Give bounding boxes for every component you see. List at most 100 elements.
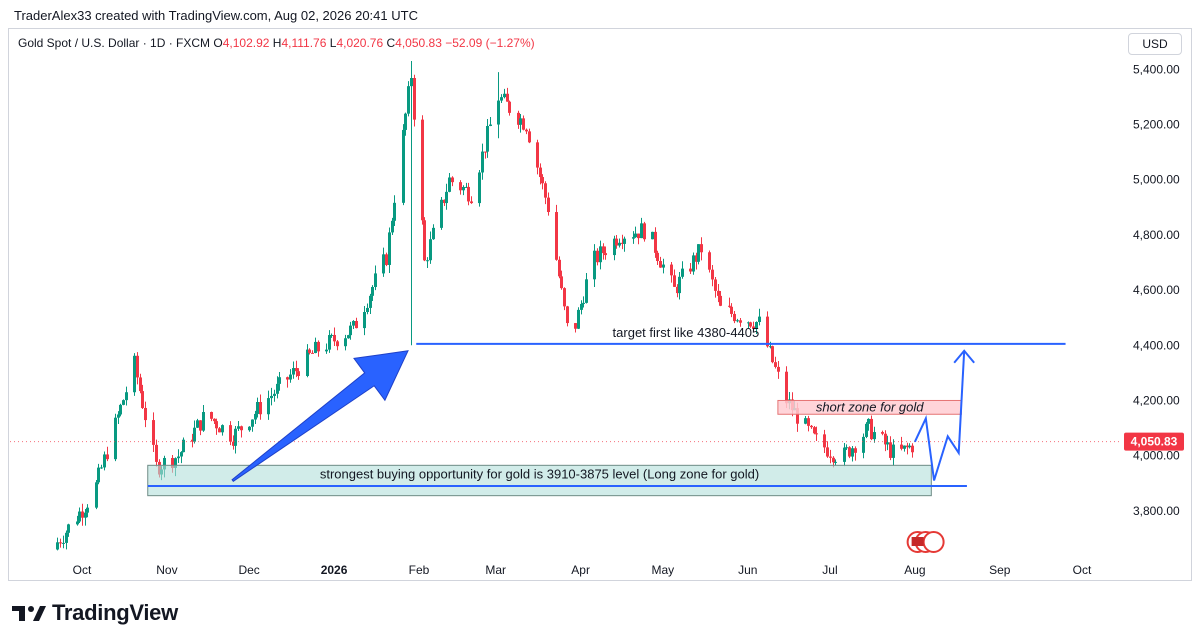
candle-body bbox=[580, 303, 583, 310]
candle-body bbox=[470, 201, 473, 204]
candle-body bbox=[445, 191, 448, 204]
candle-body bbox=[259, 402, 262, 415]
candle-body bbox=[695, 255, 698, 262]
candle-body bbox=[136, 355, 139, 378]
candle-body bbox=[314, 341, 317, 354]
bullish-arrow[interactable] bbox=[231, 350, 409, 482]
candle-body bbox=[141, 391, 144, 408]
brand-name: TradingView bbox=[52, 600, 178, 625]
candle-body bbox=[700, 244, 703, 253]
candle-body bbox=[596, 250, 599, 263]
candle-body bbox=[659, 261, 662, 268]
candle-body bbox=[503, 93, 506, 98]
candle-body bbox=[889, 442, 892, 458]
candle-body bbox=[714, 279, 717, 291]
currency-button[interactable]: USD bbox=[1128, 33, 1182, 55]
candle-body bbox=[144, 407, 147, 421]
candle-body bbox=[191, 439, 194, 442]
candle-body bbox=[67, 524, 70, 533]
x-tick-label: Mar bbox=[485, 563, 506, 577]
high-label: H bbox=[272, 36, 282, 50]
x-tick-label: Jun bbox=[738, 563, 757, 577]
projection-path[interactable] bbox=[913, 350, 966, 481]
candle-body bbox=[848, 447, 851, 457]
last-price-tag bbox=[1124, 432, 1184, 451]
candle-body bbox=[410, 78, 413, 87]
candle-body bbox=[278, 377, 281, 384]
y-tick-label: 4,000.00 bbox=[1133, 449, 1180, 463]
candle-body bbox=[807, 418, 810, 426]
candle-body bbox=[234, 428, 237, 446]
candle-body bbox=[270, 395, 273, 399]
chart-frame bbox=[8, 28, 1192, 581]
candle-body bbox=[813, 427, 816, 434]
y-tick-label: 4,400.00 bbox=[1133, 338, 1180, 352]
x-tick-label: Sep bbox=[989, 563, 1011, 577]
candle-body bbox=[391, 220, 394, 233]
y-tick-label: 4,200.00 bbox=[1133, 393, 1180, 407]
candle-body bbox=[267, 398, 270, 415]
candle-body bbox=[771, 346, 774, 363]
candle-body bbox=[199, 420, 202, 431]
candle-body bbox=[232, 441, 235, 446]
candle-body bbox=[506, 93, 509, 102]
candle-body bbox=[717, 290, 720, 296]
candle-body bbox=[697, 244, 700, 262]
candle-body bbox=[286, 377, 289, 380]
y-tick-label: 4,800.00 bbox=[1133, 228, 1180, 242]
event-flag-icon[interactable] bbox=[922, 531, 945, 553]
candle-body bbox=[388, 232, 391, 265]
candle-body bbox=[248, 426, 251, 431]
candle-body bbox=[755, 322, 758, 330]
open-value: 4,102.92 bbox=[222, 36, 270, 50]
candle-body bbox=[366, 307, 369, 313]
candle-body bbox=[508, 101, 511, 113]
candle-body bbox=[758, 316, 761, 323]
candle-body bbox=[467, 186, 470, 202]
candle-body bbox=[155, 444, 158, 462]
candle-body bbox=[484, 151, 487, 153]
tradingview-logo: TradingView bbox=[12, 600, 178, 626]
candle-body bbox=[213, 418, 216, 422]
candle-body bbox=[193, 427, 196, 442]
candle-body bbox=[254, 413, 257, 420]
candle-body bbox=[295, 368, 298, 372]
candle-body bbox=[451, 177, 454, 183]
candle-body bbox=[651, 231, 654, 240]
candle-body bbox=[719, 295, 722, 306]
candle-body bbox=[349, 325, 352, 336]
candle-body bbox=[139, 377, 142, 392]
candle-body bbox=[210, 412, 213, 419]
candle-body bbox=[670, 264, 673, 276]
candle-body bbox=[325, 349, 328, 352]
candle-body bbox=[886, 442, 889, 445]
open-label: O bbox=[213, 36, 223, 50]
candle-body bbox=[393, 202, 396, 221]
candle-body bbox=[662, 264, 665, 268]
candle-body bbox=[333, 334, 336, 342]
projection-arrowhead bbox=[953, 349, 975, 364]
candle-body bbox=[122, 400, 125, 405]
symbol-name[interactable]: Gold Spot / U.S. Dollar · 1D · FXCM bbox=[18, 36, 211, 50]
candle-body bbox=[881, 432, 884, 434]
candle-body bbox=[432, 227, 435, 240]
candle-body bbox=[854, 448, 857, 453]
candle-body bbox=[221, 425, 224, 433]
candle-body bbox=[517, 112, 520, 125]
candle-body bbox=[95, 482, 98, 508]
candle-body bbox=[640, 223, 643, 239]
candle-body bbox=[810, 425, 813, 428]
candle-body bbox=[465, 186, 468, 188]
candle-body bbox=[676, 286, 679, 294]
candle-body bbox=[621, 242, 624, 244]
candle-body bbox=[202, 412, 205, 431]
candle-body bbox=[785, 371, 788, 404]
candle-body bbox=[402, 129, 405, 203]
candle-body bbox=[593, 250, 596, 280]
candle-body bbox=[804, 418, 807, 424]
long-zone-box[interactable] bbox=[147, 464, 932, 497]
x-tick-label: Oct bbox=[73, 563, 92, 577]
candle-body bbox=[103, 454, 106, 468]
candle-body bbox=[796, 408, 799, 424]
